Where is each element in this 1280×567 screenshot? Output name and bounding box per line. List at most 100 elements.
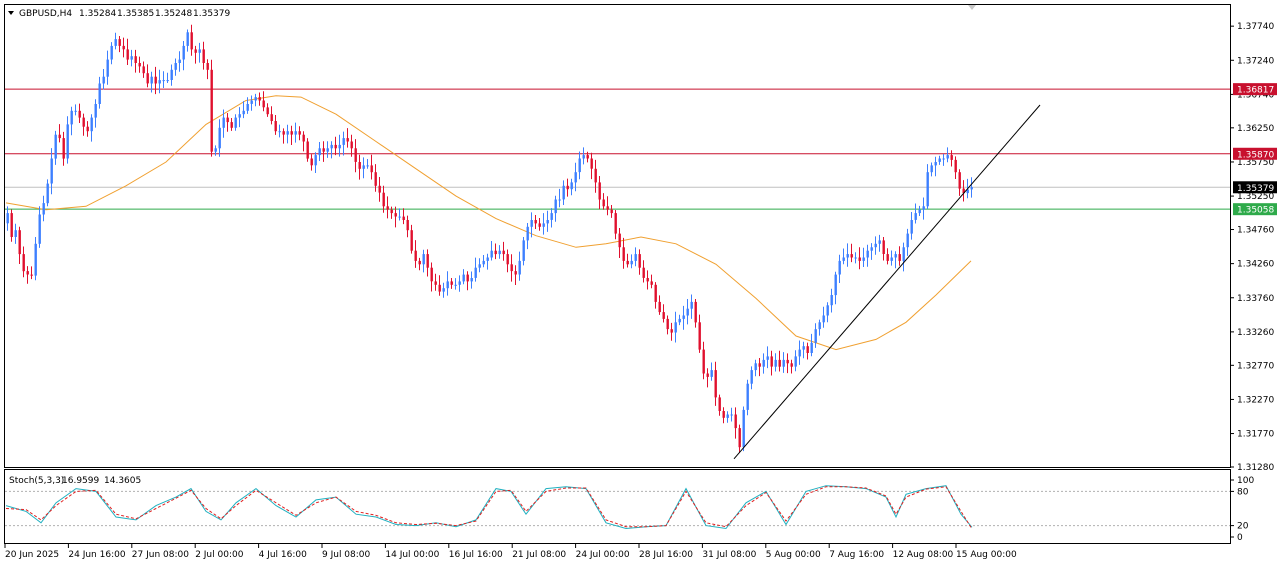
bear-candle[interactable] bbox=[58, 134, 61, 139]
bull-candle[interactable] bbox=[818, 322, 821, 330]
bear-candle[interactable] bbox=[406, 220, 409, 231]
bear-candle[interactable] bbox=[658, 301, 661, 313]
bear-candle[interactable] bbox=[642, 267, 645, 278]
bull-candle[interactable] bbox=[46, 183, 49, 204]
bull-candle[interactable] bbox=[970, 187, 973, 190]
bear-candle[interactable] bbox=[806, 346, 809, 353]
bear-candle[interactable] bbox=[374, 172, 377, 186]
bull-candle[interactable] bbox=[342, 138, 345, 145]
bear-candle[interactable] bbox=[666, 318, 669, 330]
bear-candle[interactable] bbox=[850, 254, 853, 258]
bear-candle[interactable] bbox=[734, 414, 737, 429]
bull-candle[interactable] bbox=[674, 322, 677, 333]
bull-candle[interactable] bbox=[634, 254, 637, 261]
bull-candle[interactable] bbox=[546, 220, 549, 224]
bull-candle[interactable] bbox=[162, 80, 165, 82]
bull-candle[interactable] bbox=[814, 329, 817, 343]
bear-candle[interactable] bbox=[410, 230, 413, 251]
bull-candle[interactable] bbox=[542, 223, 545, 227]
bear-candle[interactable] bbox=[306, 141, 309, 159]
bear-candle[interactable] bbox=[598, 182, 601, 200]
bear-candle[interactable] bbox=[18, 230, 21, 255]
bear-candle[interactable] bbox=[394, 213, 397, 217]
bear-candle[interactable] bbox=[126, 49, 129, 60]
bull-candle[interactable] bbox=[574, 172, 577, 183]
triangle-down-icon[interactable] bbox=[8, 11, 14, 15]
bear-candle[interactable] bbox=[354, 148, 357, 162]
bull-candle[interactable] bbox=[70, 110, 73, 125]
indicator-frame[interactable] bbox=[4, 469, 1231, 544]
bear-candle[interactable] bbox=[738, 428, 741, 448]
bear-candle[interactable] bbox=[650, 281, 653, 285]
bear-candle[interactable] bbox=[606, 206, 609, 210]
bear-candle[interactable] bbox=[502, 250, 505, 255]
bear-candle[interactable] bbox=[506, 254, 509, 265]
bear-candle[interactable] bbox=[370, 165, 373, 173]
bull-candle[interactable] bbox=[6, 213, 9, 224]
trendline[interactable] bbox=[733, 104, 1041, 460]
bull-candle[interactable] bbox=[486, 257, 489, 261]
bear-candle[interactable] bbox=[662, 312, 665, 319]
main-chart-frame[interactable] bbox=[4, 4, 1231, 468]
bull-candle[interactable] bbox=[490, 250, 493, 258]
bull-candle[interactable] bbox=[522, 240, 525, 261]
bear-candle[interactable] bbox=[450, 281, 453, 285]
bear-candle[interactable] bbox=[466, 274, 469, 282]
bear-candle[interactable] bbox=[22, 254, 25, 272]
bull-candle[interactable] bbox=[834, 274, 837, 296]
bull-candle[interactable] bbox=[966, 189, 969, 194]
bull-candle[interactable] bbox=[678, 318, 681, 323]
bull-candle[interactable] bbox=[922, 206, 925, 210]
bull-candle[interactable] bbox=[794, 356, 797, 367]
bull-candle[interactable] bbox=[330, 144, 333, 149]
bull-candle[interactable] bbox=[238, 114, 241, 118]
bear-candle[interactable] bbox=[670, 329, 673, 333]
bear-candle[interactable] bbox=[654, 284, 657, 302]
bull-candle[interactable] bbox=[810, 342, 813, 353]
bear-candle[interactable] bbox=[310, 158, 313, 166]
bear-candle[interactable] bbox=[266, 107, 269, 115]
bull-candle[interactable] bbox=[454, 284, 457, 286]
bull-candle[interactable] bbox=[222, 117, 225, 128]
bull-candle[interactable] bbox=[458, 281, 461, 285]
bull-candle[interactable] bbox=[942, 158, 945, 160]
bull-candle[interactable] bbox=[90, 117, 93, 132]
bull-candle[interactable] bbox=[462, 274, 465, 282]
bull-candle[interactable] bbox=[234, 117, 237, 128]
bear-candle[interactable] bbox=[882, 240, 885, 254]
bear-candle[interactable] bbox=[434, 281, 437, 285]
bull-candle[interactable] bbox=[106, 59, 109, 77]
bull-candle[interactable] bbox=[198, 49, 201, 53]
bull-candle[interactable] bbox=[910, 220, 913, 234]
bear-candle[interactable] bbox=[778, 359, 781, 367]
bear-candle[interactable] bbox=[602, 199, 605, 207]
bear-candle[interactable] bbox=[346, 138, 349, 142]
bull-candle[interactable] bbox=[294, 131, 297, 135]
bear-candle[interactable] bbox=[594, 168, 597, 183]
bear-candle[interactable] bbox=[538, 223, 541, 227]
bear-candle[interactable] bbox=[626, 260, 629, 265]
bull-candle[interactable] bbox=[582, 155, 585, 159]
bull-candle[interactable] bbox=[742, 409, 745, 448]
bear-candle[interactable] bbox=[322, 148, 325, 152]
bull-candle[interactable] bbox=[854, 257, 857, 259]
bear-candle[interactable] bbox=[706, 373, 709, 377]
bear-candle[interactable] bbox=[386, 206, 389, 210]
bear-candle[interactable] bbox=[350, 141, 353, 149]
bull-candle[interactable] bbox=[366, 165, 369, 167]
bull-candle[interactable] bbox=[42, 203, 45, 215]
bull-candle[interactable] bbox=[554, 199, 557, 214]
bull-candle[interactable] bbox=[902, 247, 905, 261]
bear-candle[interactable] bbox=[30, 274, 33, 276]
bull-candle[interactable] bbox=[518, 260, 521, 275]
bear-candle[interactable] bbox=[206, 63, 209, 70]
bear-candle[interactable] bbox=[638, 254, 641, 268]
bull-candle[interactable] bbox=[218, 127, 221, 149]
bear-candle[interactable] bbox=[334, 144, 337, 149]
bull-candle[interactable] bbox=[130, 56, 133, 60]
bull-candle[interactable] bbox=[114, 39, 117, 46]
bear-candle[interactable] bbox=[390, 209, 393, 214]
bull-candle[interactable] bbox=[246, 104, 249, 111]
bull-candle[interactable] bbox=[326, 148, 329, 152]
bear-candle[interactable] bbox=[494, 250, 497, 255]
